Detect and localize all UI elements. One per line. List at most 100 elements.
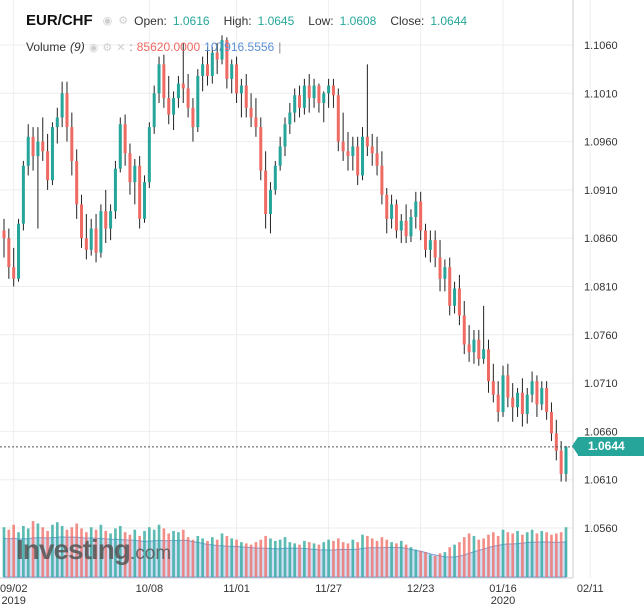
candle xyxy=(167,75,171,125)
candle xyxy=(516,387,520,417)
candle xyxy=(99,204,103,258)
volume-bar xyxy=(46,530,49,577)
eye-icon[interactable]: ◉ xyxy=(88,41,99,54)
candle-body xyxy=(94,228,98,253)
volume-bar xyxy=(550,534,553,577)
volume-bar xyxy=(201,538,204,577)
candle xyxy=(307,73,311,113)
x-tick-label: 12/23 xyxy=(407,583,435,595)
candle-body xyxy=(142,182,147,219)
candle-body xyxy=(501,375,505,413)
gear-icon[interactable]: ⚙ xyxy=(102,41,113,54)
candle-body xyxy=(283,124,287,147)
candle xyxy=(564,445,568,482)
candle xyxy=(545,381,549,420)
volume-bar xyxy=(85,532,88,577)
candle-body xyxy=(235,64,239,94)
volume-bar xyxy=(491,532,495,577)
candle-body xyxy=(50,127,54,181)
candle-body xyxy=(331,85,335,96)
gear-icon[interactable]: ⚙ xyxy=(118,15,129,27)
volume-bar xyxy=(448,547,452,577)
candle xyxy=(506,363,510,408)
candle xyxy=(41,117,45,161)
candle xyxy=(21,160,25,231)
candle-body xyxy=(288,112,292,125)
candle-body xyxy=(341,141,345,152)
y-tick-label: 1.0960 xyxy=(584,137,618,149)
candle-body xyxy=(104,211,108,229)
eye-icon[interactable]: ◉ xyxy=(102,15,113,27)
volume-bar xyxy=(298,544,301,577)
volume-bar xyxy=(443,552,447,577)
volume-bar xyxy=(399,540,403,577)
volume-bar xyxy=(322,542,326,577)
volume-bar xyxy=(22,525,25,577)
candle xyxy=(394,199,398,239)
volume-bar xyxy=(540,530,544,577)
candle-body xyxy=(322,93,326,103)
volume-bar xyxy=(458,542,461,577)
volume-bar xyxy=(521,534,524,577)
candle-body xyxy=(491,381,495,395)
candle-body xyxy=(230,64,234,79)
candle xyxy=(399,214,403,244)
candle xyxy=(26,124,30,176)
candle-body xyxy=(438,257,442,279)
candle-body xyxy=(26,136,30,166)
candle xyxy=(312,78,316,108)
candle xyxy=(327,78,331,108)
volume-bar xyxy=(123,532,127,577)
candle-body xyxy=(336,95,340,142)
volume-bar xyxy=(104,530,108,577)
volume-bar xyxy=(210,537,214,577)
candle-body xyxy=(264,170,268,215)
candle-body xyxy=(472,339,476,353)
volume-bar xyxy=(395,543,398,577)
candle-body xyxy=(123,124,127,154)
candle-body xyxy=(506,375,510,398)
high-label: High: xyxy=(223,13,252,28)
volume-bar xyxy=(496,535,500,577)
candle-body xyxy=(511,397,515,408)
volume-bar xyxy=(438,553,442,577)
volume-label: Volume xyxy=(26,40,67,54)
candle-body xyxy=(36,141,40,157)
y-tick-label: 1.0610 xyxy=(584,475,618,487)
candles xyxy=(2,35,568,482)
candle-body xyxy=(210,52,214,76)
candle xyxy=(80,194,84,248)
candle-body xyxy=(298,95,302,108)
candle-body xyxy=(409,216,413,237)
low-label: Low: xyxy=(308,13,334,28)
volume-bar xyxy=(472,535,476,577)
candle xyxy=(496,381,500,422)
candle-body xyxy=(404,220,408,237)
volume-bar xyxy=(312,543,316,577)
volume-bar xyxy=(143,530,146,577)
volume-bar xyxy=(249,544,253,577)
candle xyxy=(428,230,432,263)
x-tick-year-label: 2019 xyxy=(1,595,25,607)
candle xyxy=(55,107,59,144)
candle-body xyxy=(482,349,486,359)
y-tick-label: 1.1010 xyxy=(584,88,618,100)
volume-bar xyxy=(336,538,340,577)
candle xyxy=(341,112,345,161)
candle xyxy=(147,122,151,188)
volume-bar xyxy=(307,542,311,577)
volume-bar xyxy=(55,522,59,577)
close-icon[interactable]: ✕ xyxy=(116,41,126,54)
candle xyxy=(298,85,302,118)
candle xyxy=(176,75,180,108)
volume-bar xyxy=(133,529,137,577)
candle xyxy=(239,78,243,118)
volume-bar xyxy=(559,532,563,577)
candle-body xyxy=(225,40,229,79)
symbol-label[interactable]: EUR/CHF xyxy=(26,12,93,29)
logo-suffix: .com xyxy=(129,543,172,564)
candle xyxy=(70,112,74,176)
candle-body xyxy=(390,204,394,219)
volume-bar xyxy=(288,542,292,577)
